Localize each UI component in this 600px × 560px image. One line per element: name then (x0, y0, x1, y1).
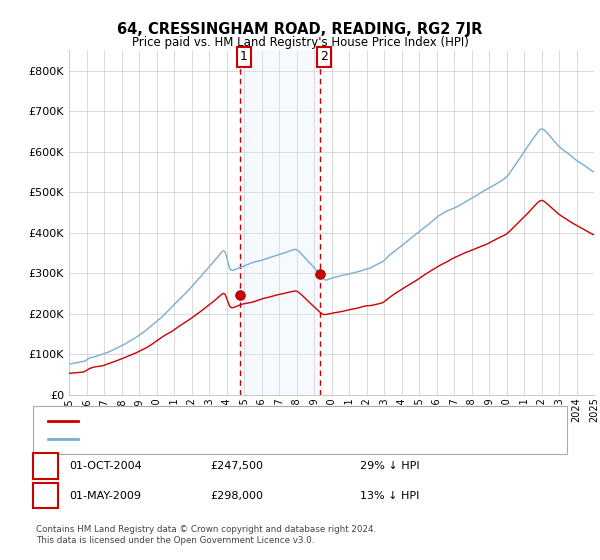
Text: Price paid vs. HM Land Registry's House Price Index (HPI): Price paid vs. HM Land Registry's House … (131, 36, 469, 49)
Text: 64, CRESSINGHAM ROAD, READING, RG2 7JR: 64, CRESSINGHAM ROAD, READING, RG2 7JR (118, 22, 482, 38)
Text: 1: 1 (41, 459, 50, 473)
Text: 01-OCT-2004: 01-OCT-2004 (69, 461, 142, 471)
Text: 2: 2 (41, 489, 50, 502)
Text: £298,000: £298,000 (210, 491, 263, 501)
Text: 01-MAY-2009: 01-MAY-2009 (69, 491, 141, 501)
Text: 1: 1 (239, 50, 248, 63)
Bar (239, 50, 320, 395)
Text: 2: 2 (320, 50, 328, 63)
Text: 13% ↓ HPI: 13% ↓ HPI (360, 491, 419, 501)
Text: 64, CRESSINGHAM ROAD, READING, RG2 7JR (detached house): 64, CRESSINGHAM ROAD, READING, RG2 7JR (… (84, 416, 412, 426)
Text: £247,500: £247,500 (210, 461, 263, 471)
Text: HPI: Average price, detached house, Reading: HPI: Average price, detached house, Read… (84, 434, 319, 444)
Text: 29% ↓ HPI: 29% ↓ HPI (360, 461, 419, 471)
Text: Contains HM Land Registry data © Crown copyright and database right 2024.
This d: Contains HM Land Registry data © Crown c… (36, 525, 376, 545)
